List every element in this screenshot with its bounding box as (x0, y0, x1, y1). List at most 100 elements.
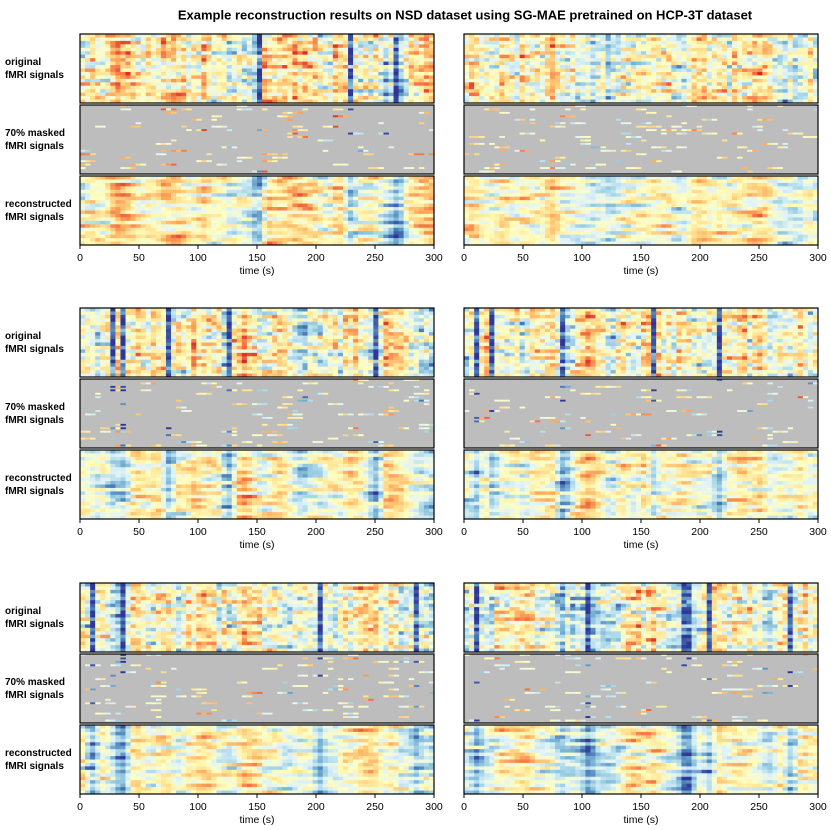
heatmap-cell (399, 190, 404, 194)
heatmap-cell (692, 89, 697, 93)
heatmap-cell (206, 228, 211, 232)
heatmap-cell (762, 55, 767, 59)
heatmap-cell (646, 112, 651, 114)
heatmap-cell (186, 41, 191, 45)
heatmap-cell (570, 122, 575, 124)
heatmap-cell (277, 79, 282, 83)
heatmap-cell (611, 37, 616, 41)
heatmap-cell (272, 86, 277, 90)
heatmap-cell (186, 183, 191, 187)
heatmap-cell (575, 75, 580, 79)
heatmap-cell (338, 93, 343, 97)
heatmap-cell (237, 44, 242, 48)
heatmap-cell (494, 62, 499, 66)
heatmap-cell (211, 193, 216, 197)
heatmap-cell (631, 62, 636, 66)
heatmap-cell (146, 75, 151, 79)
heatmap-cell (464, 72, 469, 76)
heatmap-cell (358, 69, 363, 73)
heatmap-cell (555, 93, 560, 97)
heatmap-cell (343, 224, 348, 228)
heatmap-cell (181, 65, 186, 69)
heatmap-cell (282, 186, 287, 190)
heatmap-cell (303, 221, 308, 225)
heatmap-cell (595, 55, 600, 59)
heatmap-cell (297, 75, 302, 79)
heatmap-cell (489, 167, 494, 169)
heatmap-cell (120, 79, 125, 83)
heatmap-cell (727, 51, 732, 55)
heatmap-cell (767, 37, 772, 41)
heatmap-cell (565, 179, 570, 183)
heatmap-cell (313, 231, 318, 235)
heatmap-cell (277, 190, 282, 194)
heatmap-cell (100, 48, 105, 52)
heatmap-cell (464, 48, 469, 52)
heatmap-cell (419, 214, 424, 218)
heatmap-cell (661, 186, 666, 190)
heatmap-cell (783, 55, 788, 59)
heatmap-cell (778, 51, 783, 55)
heatmap-cell (399, 211, 404, 215)
heatmap-cell (206, 204, 211, 208)
heatmap-cell (146, 44, 151, 48)
heatmap-cell (262, 190, 267, 194)
heatmap-cell (252, 193, 257, 197)
heatmap-cell (560, 65, 565, 69)
heatmap-cell (141, 211, 146, 215)
heatmap-cell (409, 183, 414, 187)
heatmap-cell (277, 211, 282, 215)
heatmap-cell (363, 55, 368, 59)
heatmap-cell (808, 51, 813, 55)
heatmap-cell (383, 79, 388, 83)
heatmap-cell (732, 58, 737, 62)
heatmap-cell (727, 79, 732, 83)
heatmap-cell (469, 62, 474, 66)
heatmap-cell (747, 93, 752, 97)
heatmap-cell (95, 221, 100, 225)
heatmap-cell (191, 200, 196, 204)
heatmap-cell (136, 58, 141, 62)
heatmap-cell (540, 179, 545, 183)
heatmap-cell (692, 190, 697, 194)
heatmap-cell (201, 238, 206, 242)
heatmap-cell (778, 167, 783, 169)
heatmap-cell (636, 179, 641, 183)
heatmap-cell (191, 238, 196, 242)
heatmap-cell (323, 186, 328, 190)
heatmap-cell (595, 186, 600, 190)
heatmap-cell (363, 65, 368, 69)
heatmap-cell (232, 96, 237, 100)
heatmap-cell (358, 96, 363, 100)
heatmap-cell (530, 65, 535, 69)
heatmap-cell (606, 96, 611, 100)
heatmap-cell (565, 115, 570, 117)
heatmap-cell (798, 193, 803, 197)
heatmap-cell (737, 186, 742, 190)
heatmap-cell (308, 44, 313, 48)
heatmap-cell (136, 183, 141, 187)
heatmap-cell (484, 51, 489, 55)
heatmap-cell (353, 214, 358, 218)
heatmap-cell (762, 79, 767, 83)
heatmap-cell (85, 179, 90, 183)
heatmap-cell (580, 140, 585, 142)
heatmap-cell (201, 190, 206, 194)
heatmap-cell (242, 65, 247, 69)
heatmap-cell (727, 72, 732, 76)
heatmap-cell (671, 126, 676, 128)
heatmap-cell (409, 221, 414, 225)
heatmap-cell (621, 79, 626, 83)
heatmap-cell (641, 126, 646, 128)
heatmap-cell (601, 186, 606, 190)
heatmap-cell (742, 48, 747, 52)
heatmap-cell (237, 86, 242, 90)
heatmap-cell (166, 96, 171, 100)
heatmap-cell (489, 51, 494, 55)
heatmap-cell (277, 179, 282, 183)
heatmap-cell (419, 44, 424, 48)
heatmap-cell (282, 197, 287, 201)
heatmap-cell (494, 72, 499, 76)
heatmap-cell (141, 214, 146, 218)
heatmap-cell (373, 204, 378, 208)
